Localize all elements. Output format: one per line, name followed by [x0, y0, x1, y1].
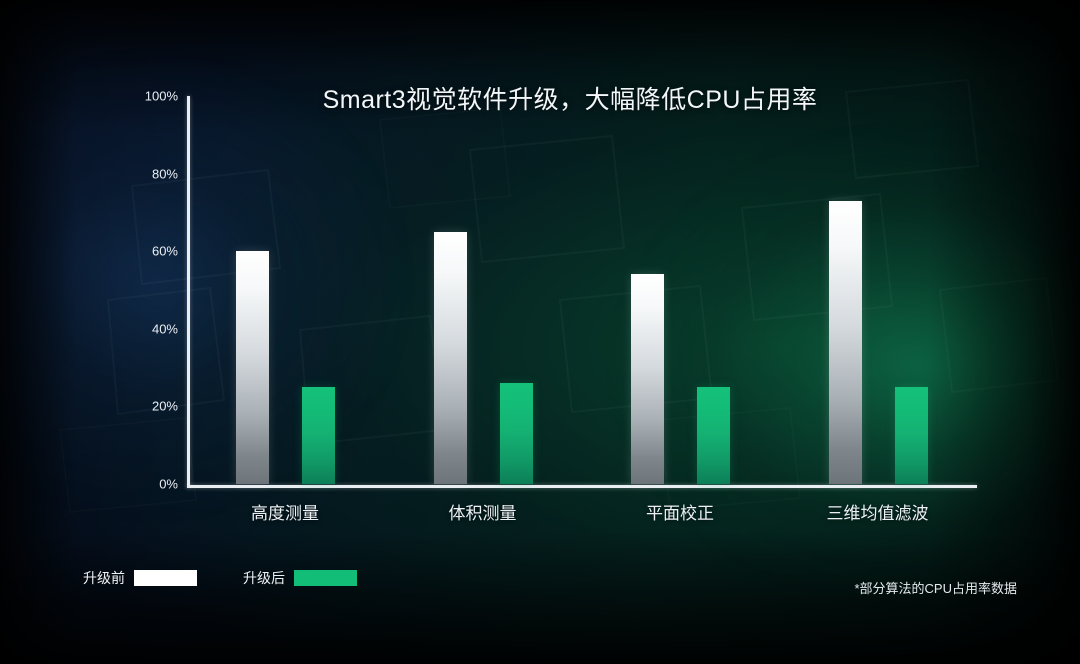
chart-plot-area: 0% 20% 40% 60% 80% 100% 高度测量 体积测量 平面校正 三维均值滤波	[145, 89, 978, 523]
bar-group	[385, 96, 583, 484]
bar-before-upgrade[interactable]	[828, 200, 862, 484]
chart-footnote: *部分算法的CPU占用率数据	[854, 581, 1017, 596]
bar-before-upgrade[interactable]	[631, 274, 664, 484]
bar-group	[187, 96, 385, 484]
y-axis-tick-label: 40%	[151, 321, 178, 337]
y-axis-tick-label: 100%	[144, 88, 178, 104]
x-axis-category-label: 平面校正	[646, 504, 714, 523]
bar-before-upgrade[interactable]	[236, 251, 269, 484]
chart-legend: 升级前 升级后	[83, 568, 357, 588]
x-axis-category-label: 体积测量	[448, 504, 517, 523]
y-axis-tick-label: 0%	[159, 476, 178, 492]
x-axis-line	[187, 485, 977, 488]
legend-swatch-after	[294, 570, 357, 586]
x-axis-category-label: 三维均值滤波	[826, 504, 929, 523]
y-axis-tick-label: 80%	[151, 166, 178, 182]
bar-after-upgrade[interactable]	[894, 387, 928, 484]
bar-after-upgrade[interactable]	[499, 383, 533, 484]
legend-item-after[interactable]: 升级后	[243, 568, 357, 588]
bar-group	[780, 96, 978, 484]
legend-swatch-before	[134, 570, 197, 586]
x-axis-category-label: 高度测量	[251, 504, 319, 523]
legend-label-after: 升级后	[243, 570, 285, 586]
legend-label-before: 升级前	[83, 570, 125, 586]
y-axis-line	[187, 96, 190, 488]
y-axis-tick-label: 60%	[151, 243, 178, 259]
bar-before-upgrade[interactable]	[433, 231, 467, 484]
bar-after-upgrade[interactable]	[302, 387, 335, 484]
bar-group	[582, 96, 780, 484]
bar-after-upgrade[interactable]	[697, 387, 730, 484]
legend-item-before[interactable]: 升级前	[83, 568, 197, 588]
y-axis-tick-label: 20%	[151, 398, 178, 414]
chart-title: Smart3视觉软件升级，大幅降低CPU占用率	[322, 86, 818, 114]
